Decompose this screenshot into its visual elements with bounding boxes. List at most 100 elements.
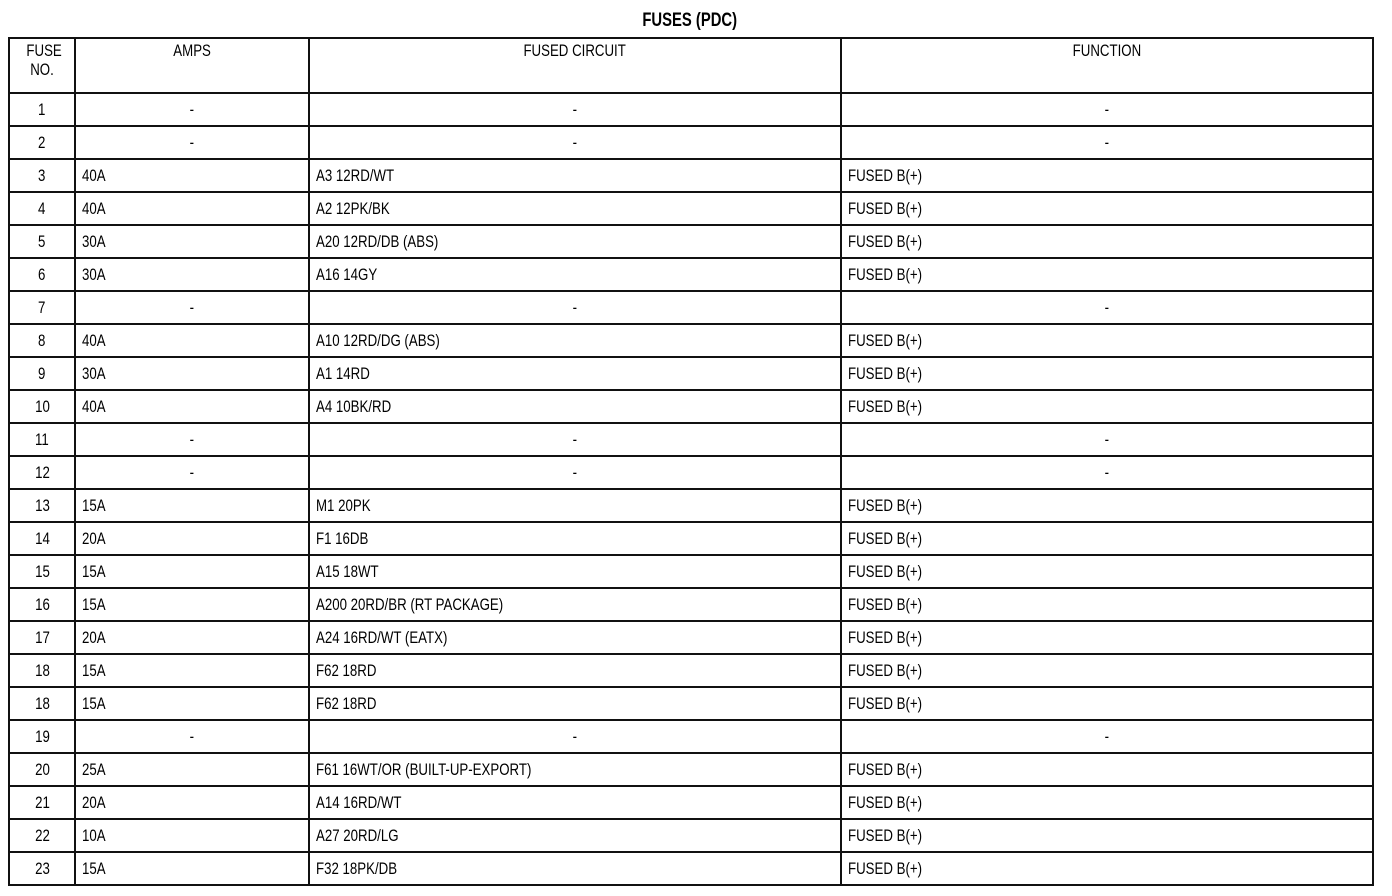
fuse-no-cell: 23	[8, 851, 76, 886]
table-row: 6 30A A16 14GY FUSED B(+)	[8, 257, 1374, 292]
fused-circuit-cell: A16 14GY	[308, 257, 842, 292]
header-function: FUNCTION	[840, 37, 1374, 94]
fused-circuit-cell: F32 18PK/DB	[308, 851, 842, 886]
table-row: 11 - - -	[8, 422, 1374, 457]
fuse-no-cell: 8	[8, 323, 76, 358]
amps-cell-text: 40A	[82, 330, 106, 350]
amps-cell-text: 10A	[82, 825, 106, 845]
amps-cell-text: 25A	[82, 759, 106, 779]
fused-circuit-cell: A4 10BK/RD	[308, 389, 842, 424]
fused-circuit-cell: -	[308, 422, 842, 457]
amps-cell: -	[74, 422, 310, 457]
table-row: 9 30A A1 14RD FUSED B(+)	[8, 356, 1374, 391]
fused-circuit-cell: -	[308, 125, 842, 160]
amps-cell-text: 40A	[82, 396, 106, 416]
amps-cell: 15A	[74, 587, 310, 622]
fuse-no-cell-text: 7	[38, 297, 46, 317]
fused-circuit-cell-text: A3 12RD/WT	[316, 165, 395, 185]
table-row: 18 15A F62 18RD FUSED B(+)	[8, 653, 1374, 688]
function-cell-text: FUSED B(+)	[848, 396, 923, 416]
fuse-no-cell-text: 5	[38, 231, 46, 251]
fused-circuit-cell: M1 20PK	[308, 488, 842, 523]
table-title: FUSES (PDC)	[642, 10, 738, 31]
fuse-no-cell-text: 14	[34, 528, 50, 548]
fuse-no-cell: 1	[8, 92, 76, 127]
fuse-no-cell-text: 10	[34, 396, 50, 416]
function-cell-text: FUSED B(+)	[848, 528, 923, 548]
amps-cell: 30A	[74, 356, 310, 391]
fuse-no-cell-text: 16	[34, 594, 50, 614]
function-cell-text: FUSED B(+)	[848, 858, 923, 878]
amps-cell-text: 30A	[82, 231, 106, 251]
fuse-no-cell-text: 11	[35, 429, 49, 449]
amps-cell: 20A	[74, 620, 310, 655]
amps-cell-text: -	[189, 462, 195, 482]
fused-circuit-cell-text: A10 12RD/DG (ABS)	[316, 330, 440, 350]
fuse-no-cell: 9	[8, 356, 76, 391]
fuse-no-cell: 20	[8, 752, 76, 787]
function-cell-text: FUSED B(+)	[848, 231, 923, 251]
fuse-no-cell-text: 13	[34, 495, 50, 515]
function-cell: FUSED B(+)	[840, 752, 1374, 787]
fused-circuit-cell: F62 18RD	[308, 653, 842, 688]
function-cell: FUSED B(+)	[840, 521, 1374, 556]
amps-cell-text: -	[189, 297, 195, 317]
fuse-no-cell: 16	[8, 587, 76, 622]
fuse-no-cell-text: 8	[38, 330, 46, 350]
fuse-no-cell-text: 12	[34, 462, 50, 482]
function-cell: FUSED B(+)	[840, 818, 1374, 853]
header-row: FUSE NO. AMPS FUSED CIRCUIT FUNCTION	[8, 37, 1374, 94]
fuse-no-cell: 10	[8, 389, 76, 424]
fuse-no-cell-text: 9	[38, 363, 46, 383]
fuse-no-cell: 7	[8, 290, 76, 325]
amps-cell-text: -	[189, 99, 195, 119]
function-cell-text: FUSED B(+)	[848, 792, 923, 812]
function-cell: FUSED B(+)	[840, 653, 1374, 688]
table-row: 3 40A A3 12RD/WT FUSED B(+)	[8, 158, 1374, 193]
fuse-no-cell: 13	[8, 488, 76, 523]
function-cell: -	[840, 290, 1374, 325]
fuse-no-cell: 2	[8, 125, 76, 160]
table-row: 21 20A A14 16RD/WT FUSED B(+)	[8, 785, 1374, 820]
function-cell: FUSED B(+)	[840, 323, 1374, 358]
fuse-no-cell: 12	[8, 455, 76, 490]
amps-cell-text: 15A	[82, 495, 106, 515]
fused-circuit-cell: -	[308, 290, 842, 325]
function-cell: FUSED B(+)	[840, 224, 1374, 259]
amps-cell: 40A	[74, 191, 310, 226]
amps-cell: -	[74, 290, 310, 325]
amps-cell: 20A	[74, 785, 310, 820]
amps-cell: 15A	[74, 554, 310, 589]
table-row: 19 - - -	[8, 719, 1374, 754]
fuse-no-cell-text: 15	[34, 561, 50, 581]
amps-cell-text: 20A	[82, 627, 106, 647]
fused-circuit-cell-text: A14 16RD/WT	[316, 792, 402, 812]
function-cell: FUSED B(+)	[840, 389, 1374, 424]
fuse-no-cell-text: 20	[34, 759, 50, 779]
function-cell: FUSED B(+)	[840, 356, 1374, 391]
fused-circuit-cell: A2 12PK/BK	[308, 191, 842, 226]
amps-cell-text: -	[189, 726, 195, 746]
fused-circuit-cell-text: -	[572, 297, 578, 317]
fused-circuit-cell: A1 14RD	[308, 356, 842, 391]
amps-cell: 15A	[74, 488, 310, 523]
fused-circuit-cell-text: M1 20PK	[316, 495, 371, 515]
table-row: 5 30A A20 12RD/DB (ABS) FUSED B(+)	[8, 224, 1374, 259]
function-cell: -	[840, 125, 1374, 160]
amps-cell: 40A	[74, 158, 310, 193]
fused-circuit-cell: A24 16RD/WT (EATX)	[308, 620, 842, 655]
fuse-no-cell: 15	[8, 554, 76, 589]
function-cell: -	[840, 422, 1374, 457]
table-row: 14 20A F1 16DB FUSED B(+)	[8, 521, 1374, 556]
table-row: 17 20A A24 16RD/WT (EATX) FUSED B(+)	[8, 620, 1374, 655]
header-amps: AMPS	[74, 37, 310, 94]
fuse-no-cell: 11	[8, 422, 76, 457]
fused-circuit-cell: F61 16WT/OR (BUILT-UP-EXPORT)	[308, 752, 842, 787]
fused-circuit-cell: A200 20RD/BR (RT PACKAGE)	[308, 587, 842, 622]
amps-cell: -	[74, 92, 310, 127]
fused-circuit-cell-text: A4 10BK/RD	[316, 396, 392, 416]
amps-cell-text: 30A	[82, 363, 106, 383]
amps-cell: 25A	[74, 752, 310, 787]
function-cell: -	[840, 719, 1374, 754]
fused-circuit-cell: A14 16RD/WT	[308, 785, 842, 820]
